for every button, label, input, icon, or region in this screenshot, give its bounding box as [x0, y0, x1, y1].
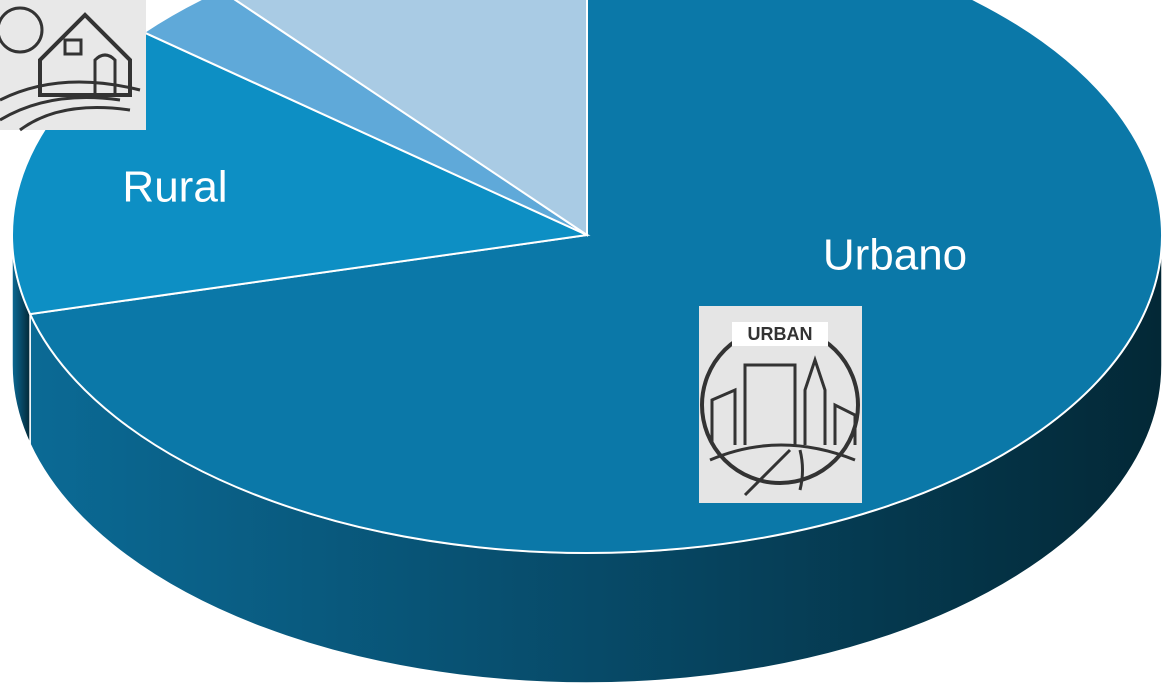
buildings: [710, 355, 857, 445]
slice: [28, 0, 1163, 554]
tree: [0, 6, 44, 54]
pie: [11, 0, 1163, 684]
fields: [0, 80, 141, 132]
house: [38, 12, 132, 97]
window: [63, 38, 83, 56]
rural-icon: [0, 0, 146, 132]
slice-label: Urbano: [823, 231, 967, 280]
urban-icon: URBAN: [699, 306, 862, 503]
icon-banner: [732, 322, 828, 346]
road: [709, 443, 856, 497]
icon-text: URBAN: [748, 324, 813, 344]
slice-label: Rural: [122, 163, 227, 212]
slice: [233, 0, 588, 237]
door: [93, 53, 117, 95]
